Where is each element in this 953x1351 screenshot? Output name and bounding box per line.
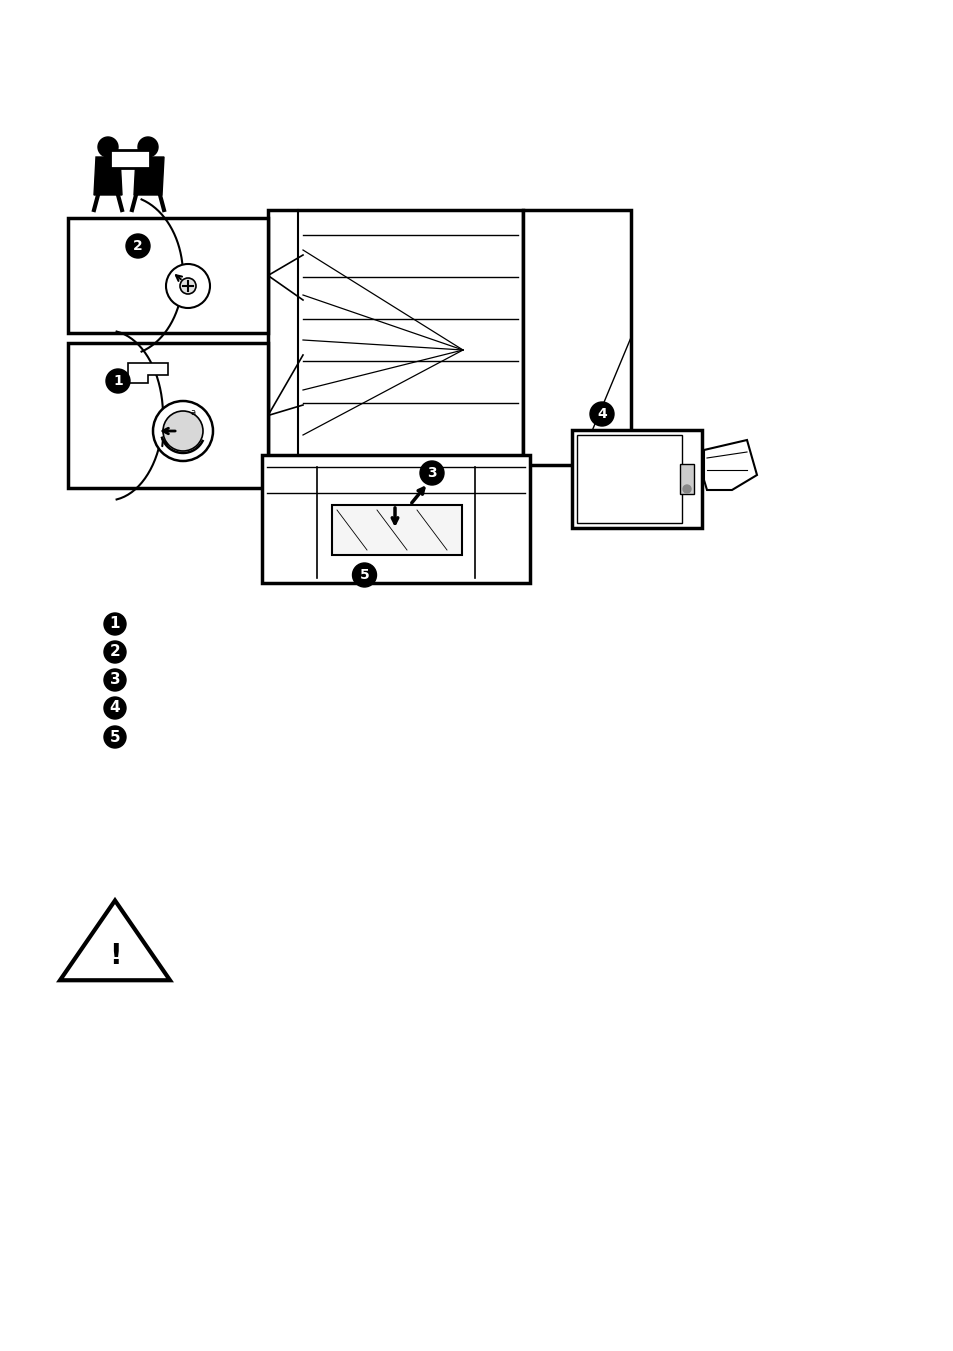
Bar — [68, 218, 268, 332]
Bar — [262, 455, 530, 584]
Circle shape — [104, 725, 126, 748]
Polygon shape — [128, 363, 168, 382]
Circle shape — [419, 461, 443, 485]
Text: !: ! — [109, 942, 121, 970]
Circle shape — [104, 669, 126, 690]
Bar — [332, 505, 461, 555]
Circle shape — [126, 234, 150, 258]
Polygon shape — [133, 157, 164, 195]
Polygon shape — [703, 440, 757, 490]
Text: 5: 5 — [359, 567, 369, 582]
Text: 3: 3 — [110, 673, 120, 688]
Bar — [268, 209, 522, 465]
Text: 2: 2 — [110, 644, 120, 659]
Bar — [679, 463, 693, 494]
Circle shape — [138, 136, 158, 157]
Bar — [577, 435, 681, 523]
Circle shape — [352, 563, 376, 586]
Text: 3: 3 — [427, 466, 436, 480]
Bar — [68, 343, 268, 488]
Text: 1: 1 — [110, 616, 120, 631]
Circle shape — [152, 401, 213, 461]
Circle shape — [104, 697, 126, 719]
Text: 4: 4 — [110, 701, 120, 716]
Bar — [522, 209, 630, 465]
Circle shape — [98, 136, 118, 157]
Circle shape — [163, 411, 203, 451]
Text: a: a — [191, 408, 196, 417]
Circle shape — [180, 278, 195, 295]
Bar — [572, 430, 701, 528]
Circle shape — [104, 640, 126, 663]
Circle shape — [589, 403, 614, 426]
Text: 5: 5 — [110, 730, 120, 744]
Bar — [110, 150, 150, 168]
Circle shape — [682, 485, 690, 493]
Text: 1: 1 — [113, 374, 123, 388]
Circle shape — [104, 613, 126, 635]
Text: 2: 2 — [133, 239, 143, 253]
Polygon shape — [60, 901, 170, 981]
Circle shape — [166, 263, 210, 308]
Text: 4: 4 — [597, 407, 606, 422]
Polygon shape — [94, 157, 122, 195]
Circle shape — [106, 369, 130, 393]
